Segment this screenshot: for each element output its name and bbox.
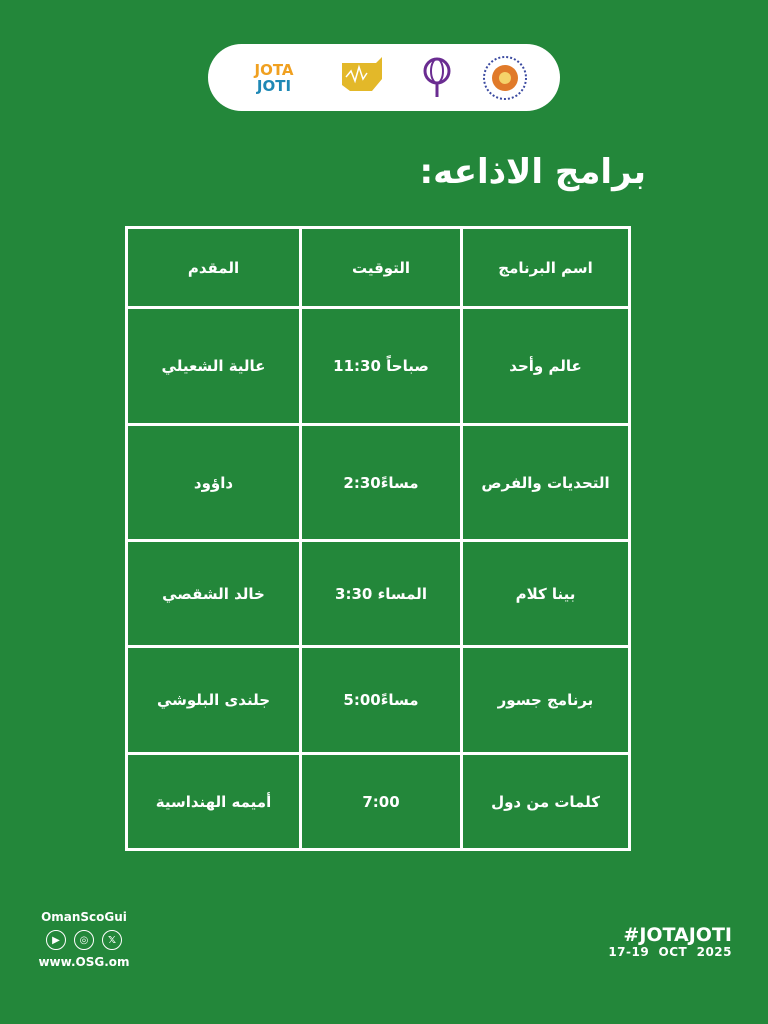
table-header-row: اسم البرنامج التوقيت المقدم xyxy=(125,226,631,309)
time-cell: المساء 3:30 xyxy=(299,539,463,648)
time-cell: صباحاً 11:30 xyxy=(299,306,463,426)
presenter-cell: داؤود xyxy=(125,423,302,542)
program-cell: عالم وأحد xyxy=(460,306,631,426)
logo-bar: JOTA JOTI xyxy=(208,44,560,111)
world-jota-joti-logo xyxy=(416,54,458,102)
page-title: برامج الاذاعه: xyxy=(419,152,646,192)
header-time: التوقيت xyxy=(299,226,463,309)
hashtag: #JOTAJOTI xyxy=(623,924,732,946)
time-cell: 7:00 xyxy=(299,752,463,851)
time-cell: مساءً2:30 xyxy=(299,423,463,542)
communications-team-logo xyxy=(336,54,396,102)
x-icon[interactable]: 𝕏 xyxy=(102,930,122,950)
event-dates: 17-19 OCT 2025 xyxy=(608,945,732,959)
presenter-cell: عالية الشعيلي xyxy=(125,306,302,426)
website-link[interactable]: www.OSG.om xyxy=(38,955,130,969)
presenter-cell: خالد الشقصي xyxy=(125,539,302,648)
program-cell: التحديات والفرص xyxy=(460,423,631,542)
presenter-cell: جلندى البلوشي xyxy=(125,645,302,755)
table-row: بينا كلام المساء 3:30 خالد الشقصي xyxy=(125,539,631,648)
header-presenter: المقدم xyxy=(125,226,302,309)
program-cell: برنامج جسور xyxy=(460,645,631,755)
table-row: التحديات والفرص مساءً2:30 داؤود xyxy=(125,423,631,542)
jota-joti-logo: JOTA JOTI xyxy=(254,61,294,95)
instagram-icon[interactable]: ◎ xyxy=(74,930,94,950)
program-cell: بينا كلام xyxy=(460,539,631,648)
presenter-cell: أميمه الهنداسية xyxy=(125,752,302,851)
table-row: عالم وأحد صباحاً 11:30 عالية الشعيلي xyxy=(125,306,631,426)
schedule-table: اسم البرنامج التوقيت المقدم عالم وأحد صبا… xyxy=(125,226,631,851)
footer-social: OmanScoGui ▶ ◎ 𝕏 www.OSG.om xyxy=(34,910,134,969)
table-row: كلمات من دول 7:00 أميمه الهنداسية xyxy=(125,752,631,851)
table-row: برنامج جسور مساءً5:00 جلندى البلوشي xyxy=(125,645,631,755)
header-program: اسم البرنامج xyxy=(460,226,631,309)
social-handle: OmanScoGui xyxy=(41,910,127,924)
time-cell: مساءً5:00 xyxy=(299,645,463,755)
youtube-icon[interactable]: ▶ xyxy=(46,930,66,950)
program-cell: كلمات من دول xyxy=(460,752,631,851)
event-info: #JOTAJOTI 17-19 OCT 2025 xyxy=(608,925,732,959)
oman-scouts-guides-emblem xyxy=(480,54,530,102)
